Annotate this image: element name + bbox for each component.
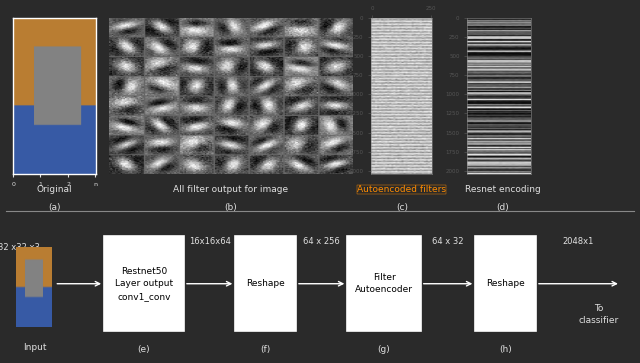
- Text: All filter output for image: All filter output for image: [173, 185, 288, 194]
- Text: Autoencoded filters: Autoencoded filters: [357, 185, 447, 194]
- Text: (a): (a): [48, 203, 61, 212]
- Text: (c): (c): [396, 203, 408, 212]
- Text: Reshape: Reshape: [486, 279, 525, 288]
- Bar: [104, 236, 184, 331]
- Text: 32 x32 x3: 32 x32 x3: [0, 242, 40, 252]
- Bar: [236, 236, 296, 331]
- Text: (d): (d): [496, 203, 509, 212]
- Bar: [347, 236, 421, 331]
- Text: Resnet encoding: Resnet encoding: [465, 185, 540, 194]
- Text: (e): (e): [138, 345, 150, 354]
- Text: (h): (h): [499, 345, 512, 354]
- Text: 64 x 32: 64 x 32: [432, 237, 464, 245]
- Text: (g): (g): [378, 345, 390, 354]
- Text: Input: Input: [24, 343, 47, 352]
- Text: (f): (f): [260, 345, 271, 354]
- Text: (b): (b): [224, 203, 237, 212]
- Text: Restnet50
Layer output
conv1_conv: Restnet50 Layer output conv1_conv: [115, 267, 173, 301]
- Text: 2048x1: 2048x1: [563, 237, 594, 245]
- Text: 64 x 256: 64 x 256: [303, 237, 340, 245]
- Text: Original: Original: [36, 185, 72, 194]
- Text: To
classifier: To classifier: [579, 304, 618, 325]
- Text: 16x16x64: 16x16x64: [189, 237, 230, 245]
- Bar: [476, 236, 536, 331]
- Text: Reshape: Reshape: [246, 279, 285, 288]
- Text: Filter
Autoencoder: Filter Autoencoder: [355, 273, 413, 294]
